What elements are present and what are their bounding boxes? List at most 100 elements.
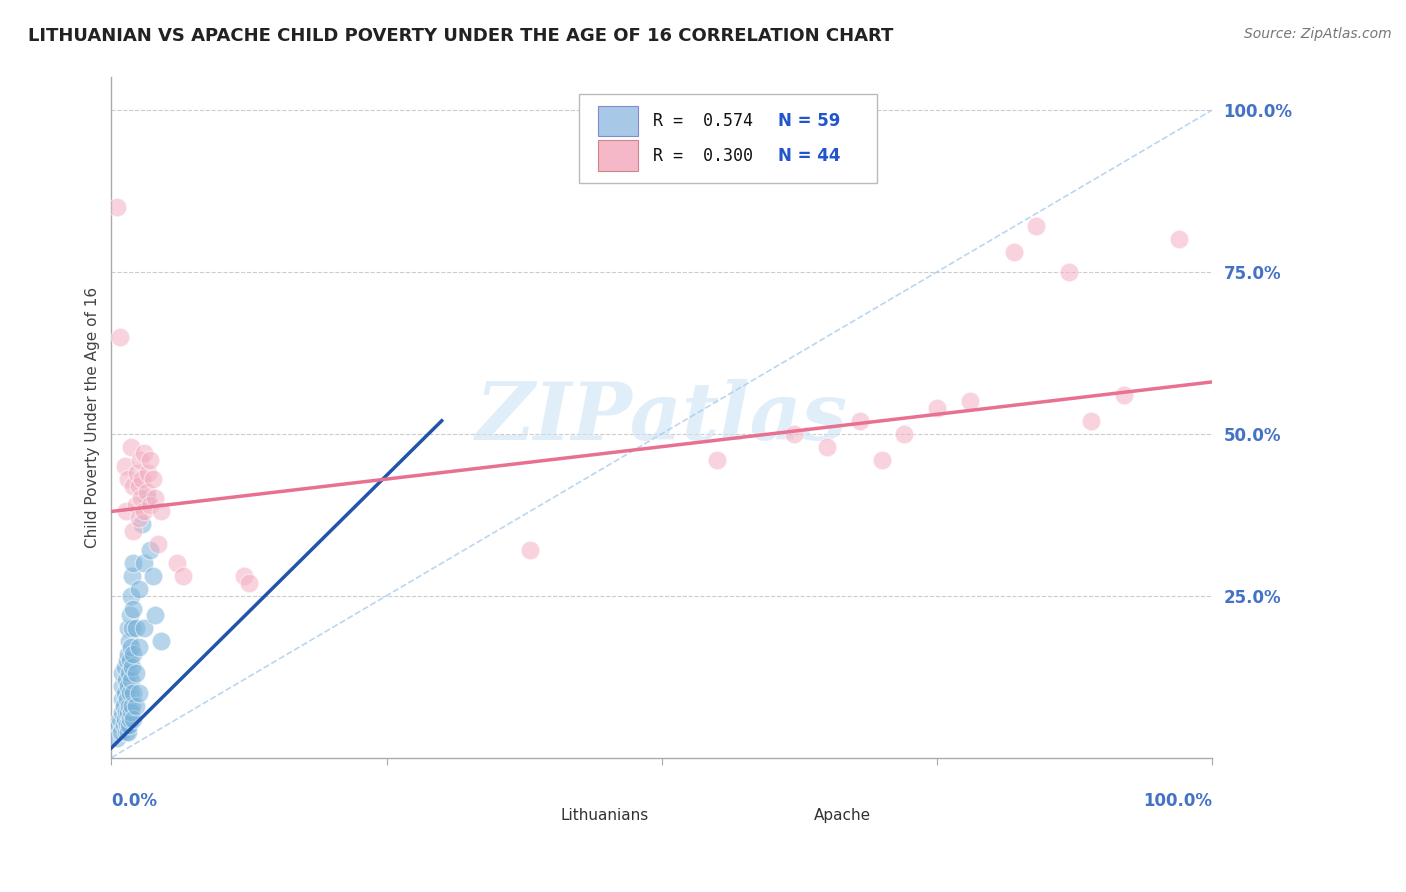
Point <box>139 498 162 512</box>
Point <box>142 472 165 486</box>
Point <box>111 679 134 693</box>
Point <box>115 718 138 732</box>
Point <box>120 440 142 454</box>
Point <box>1059 265 1081 279</box>
Point <box>959 394 981 409</box>
Point <box>134 446 156 460</box>
Text: ZIPatlas: ZIPatlas <box>475 379 848 457</box>
Point <box>112 698 135 713</box>
Point <box>114 673 136 687</box>
Point <box>1080 414 1102 428</box>
Text: Source: ZipAtlas.com: Source: ZipAtlas.com <box>1244 27 1392 41</box>
Point <box>112 718 135 732</box>
Text: R =  0.574: R = 0.574 <box>654 112 754 130</box>
Point <box>149 634 172 648</box>
Point <box>122 601 145 615</box>
Point <box>519 543 541 558</box>
Point <box>120 673 142 687</box>
Text: 0.0%: 0.0% <box>111 791 157 810</box>
Point <box>136 466 159 480</box>
Point <box>146 537 169 551</box>
Point <box>134 504 156 518</box>
Point <box>117 679 139 693</box>
Point <box>232 569 254 583</box>
Point <box>128 686 150 700</box>
Point <box>121 698 143 713</box>
Point <box>149 504 172 518</box>
FancyBboxPatch shape <box>598 140 638 171</box>
Point <box>134 621 156 635</box>
Point <box>129 491 152 506</box>
Y-axis label: Child Poverty Under the Age of 16: Child Poverty Under the Age of 16 <box>86 287 100 548</box>
Text: Lithuanians: Lithuanians <box>561 808 650 823</box>
Point <box>114 712 136 726</box>
FancyBboxPatch shape <box>783 805 807 826</box>
Point <box>120 589 142 603</box>
Point <box>124 621 146 635</box>
Point <box>111 692 134 706</box>
Point <box>108 718 131 732</box>
Point <box>110 724 132 739</box>
Text: LITHUANIAN VS APACHE CHILD POVERTY UNDER THE AGE OF 16 CORRELATION CHART: LITHUANIAN VS APACHE CHILD POVERTY UNDER… <box>28 27 893 45</box>
Point <box>238 575 260 590</box>
Point <box>124 498 146 512</box>
Point <box>129 452 152 467</box>
Point <box>131 517 153 532</box>
Point <box>120 608 142 623</box>
Point <box>117 621 139 635</box>
Point <box>121 660 143 674</box>
Point <box>849 414 872 428</box>
Point <box>128 582 150 597</box>
Point <box>118 666 141 681</box>
Text: N = 59: N = 59 <box>778 112 839 130</box>
Point <box>117 647 139 661</box>
Point <box>166 556 188 570</box>
Point <box>110 712 132 726</box>
Point <box>135 485 157 500</box>
Point <box>139 452 162 467</box>
Point <box>122 686 145 700</box>
Point <box>122 712 145 726</box>
Point <box>1002 245 1025 260</box>
Point <box>1025 219 1047 234</box>
Point <box>142 569 165 583</box>
FancyBboxPatch shape <box>598 105 638 136</box>
Point <box>105 731 128 746</box>
Point <box>118 634 141 648</box>
Text: R =  0.300: R = 0.300 <box>654 146 754 165</box>
Point <box>1168 232 1191 246</box>
Point <box>118 718 141 732</box>
Point <box>128 511 150 525</box>
Point <box>114 660 136 674</box>
Point <box>114 459 136 474</box>
Point <box>120 712 142 726</box>
Point <box>145 608 167 623</box>
Point <box>134 556 156 570</box>
Point <box>145 491 167 506</box>
Point <box>110 329 132 343</box>
Point <box>121 569 143 583</box>
Point <box>120 686 142 700</box>
Point <box>128 640 150 655</box>
Text: N = 44: N = 44 <box>778 146 839 165</box>
Point <box>870 452 893 467</box>
Point <box>122 647 145 661</box>
Point <box>706 452 728 467</box>
Point <box>122 524 145 538</box>
Point <box>135 491 157 506</box>
Point <box>114 504 136 518</box>
Point <box>115 692 138 706</box>
Point <box>121 621 143 635</box>
Point <box>117 724 139 739</box>
Point <box>131 472 153 486</box>
Point <box>120 705 142 719</box>
Point <box>172 569 194 583</box>
Point <box>115 653 138 667</box>
Point <box>139 543 162 558</box>
Point <box>128 478 150 492</box>
Point <box>114 724 136 739</box>
Point <box>111 705 134 719</box>
FancyBboxPatch shape <box>530 805 554 826</box>
Text: Apache: Apache <box>814 808 870 823</box>
Text: 100.0%: 100.0% <box>1143 791 1212 810</box>
